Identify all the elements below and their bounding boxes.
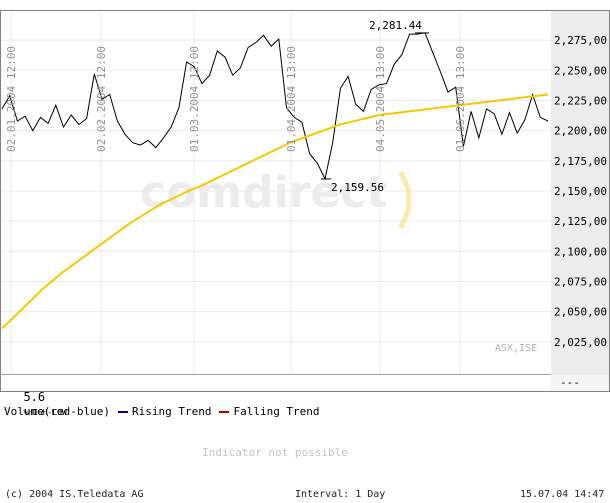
moving-average-line <box>1 93 549 330</box>
y-tick-label: 2,150,00 <box>554 185 607 198</box>
scale-corner <box>551 375 609 391</box>
x-date-label: 02.02.2004 12:00 <box>95 46 108 152</box>
rising-legend-line <box>117 410 128 413</box>
y-tick-label: 2,200,00 <box>554 125 607 138</box>
high-annotation: 2,281.44 <box>369 19 422 32</box>
y-axis-band <box>551 11 609 391</box>
range-indicator: 5.6 %HIGH-LOW <box>9 376 67 418</box>
price-chart: comdirect 2,275,00 2,250,00 2,225,00 2,200,… <box>0 10 610 392</box>
falling-legend-line <box>219 410 230 413</box>
copyright: (c) 2004 IS.Teledata AG <box>5 489 144 500</box>
watermark-bracket <box>397 170 412 230</box>
y-tick-label: 2,275,00 <box>554 34 607 47</box>
x-date-label: 01.04.2004 13:00 <box>285 46 298 152</box>
timestamp: 15.07.04 14:47 <box>520 489 605 500</box>
rising-legend-label: Rising Trend <box>131 405 212 418</box>
range-value: 5.6 <box>23 390 46 404</box>
price-line <box>1 32 549 181</box>
range-label: %HIGH-LOW <box>23 408 67 417</box>
main-panel-frame <box>0 10 610 392</box>
source-tag: ASX,ISE <box>495 343 537 354</box>
volume-legend: Volume(red-blue) Rising Trend Falling Tr… <box>4 405 320 418</box>
falling-legend-label: Falling Trend <box>233 405 320 418</box>
y-tick-label: 2,250,00 <box>554 64 607 77</box>
volume-title: Volume(red-blue) <box>4 405 110 418</box>
y-tick-label: 2,075,00 <box>554 276 607 289</box>
scale-dash: --- <box>560 376 580 389</box>
watermark-logo: comdirect <box>140 167 387 218</box>
interval-label: Interval: 1 Day <box>295 489 386 500</box>
y-tick-label: 2,050,00 <box>554 306 607 319</box>
y-tick-label: 2,175,00 <box>554 155 607 168</box>
y-tick-label: 2,025,00 <box>554 336 607 349</box>
low-annotation: 2,159.56 <box>331 181 384 194</box>
footer: (c) 2004 IS.Teledata AG Interval: 1 Day … <box>0 489 610 503</box>
y-tick-label: 2,100,00 <box>554 245 607 258</box>
x-date-label: 01.06.2004 13:00 <box>454 46 467 152</box>
indicator-message: Indicator not possible <box>202 446 348 459</box>
x-date-label: 02.01.2004 12:00 <box>5 46 18 152</box>
x-date-label: 04.05.2004 13:00 <box>374 46 387 152</box>
x-date-label: 01.03.2004 12:00 <box>188 46 201 152</box>
y-tick-label: 2,225,00 <box>554 95 607 108</box>
y-tick-label: 2,125,00 <box>554 215 607 228</box>
